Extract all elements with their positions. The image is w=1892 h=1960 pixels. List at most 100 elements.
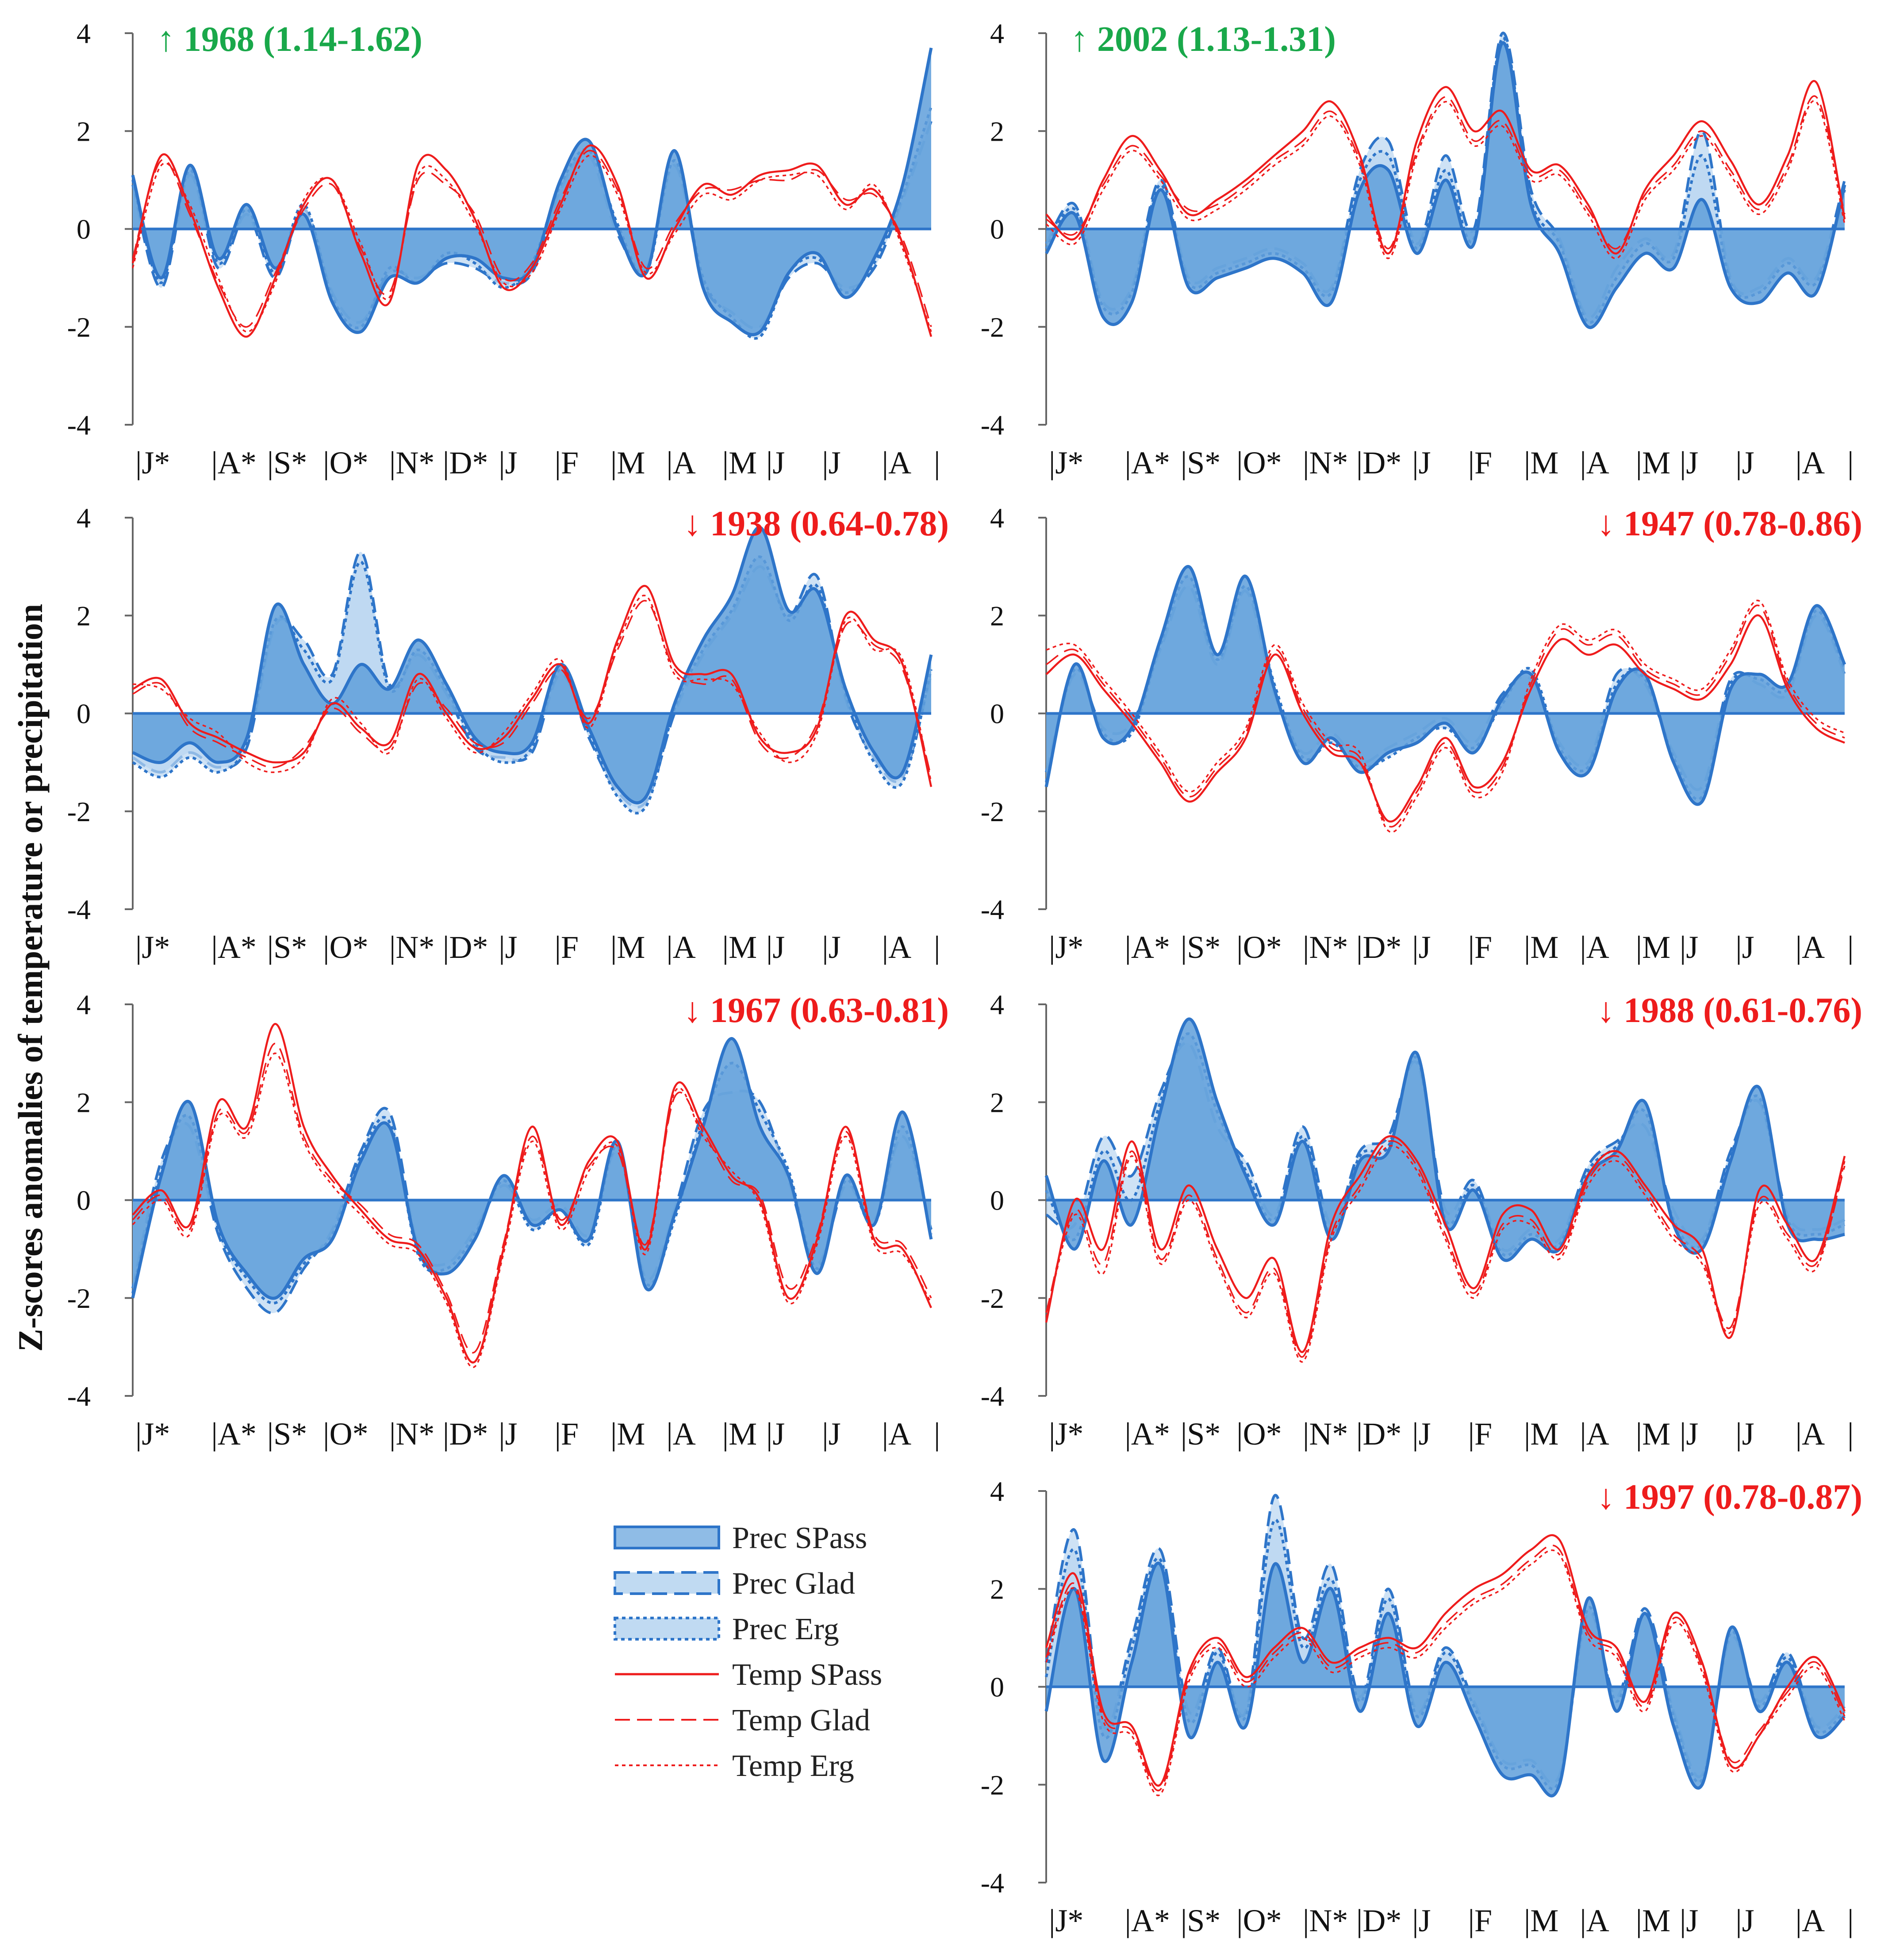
series-line-temp-glad	[132, 600, 932, 777]
x-month-label: |M	[1636, 445, 1670, 480]
chart-title: ↑ 2002 (1.13-1.31)	[1071, 20, 1336, 59]
x-month-label: |N*	[1303, 445, 1348, 480]
x-month-label: |A	[666, 445, 695, 480]
x-month-label: |M	[722, 445, 757, 480]
x-month-label: |J*	[1049, 930, 1083, 965]
x-month-label: |A	[1796, 930, 1825, 965]
x-month-label: |S*	[1181, 1903, 1220, 1938]
x-month-label: |M	[1636, 1903, 1670, 1938]
y-tick-label: -4	[67, 1380, 91, 1412]
series-area-prec-spass	[133, 527, 931, 803]
x-month-label: |J	[499, 445, 517, 480]
x-month-label: |J*	[135, 445, 170, 480]
x-month-label: |M	[722, 1416, 757, 1452]
y-tick-label: -4	[67, 894, 91, 925]
chart-panels: 420-2-4|J* |A* |S* |O* |N* |D* |J |F |M |A |M |J |J |…	[67, 18, 1862, 1938]
x-month-label: |J	[1412, 1903, 1431, 1938]
chart-panel-4: 4 2 0 -2 -4 |J* |A* |S* |O* |N* |D* |J |F |M |A |M |J |J |…	[981, 502, 1862, 965]
x-month-label: |A	[1796, 1903, 1825, 1938]
x-month-label: |	[1847, 1903, 1854, 1938]
x-month-label: |F	[555, 930, 579, 965]
x-month-label: |M	[1524, 445, 1558, 480]
x-month-label: |S*	[267, 930, 307, 965]
x-month-label: |F	[1468, 1903, 1492, 1938]
x-month-label: |S*	[267, 1416, 307, 1452]
y-tick-label: 2	[77, 600, 91, 631]
x-month-label: |O*	[323, 1416, 368, 1452]
series-line-prec-spass	[131, 1037, 933, 1300]
series-area-prec-spass	[133, 48, 931, 335]
x-month-label: |J*	[1049, 1903, 1083, 1938]
series-line-temp-glad	[1046, 604, 1845, 828]
x-month-label: |J*	[135, 930, 170, 965]
x-month-label: |A*	[211, 1416, 256, 1452]
x-month-label: |J	[1412, 445, 1431, 480]
y-tick-label: 4	[77, 18, 91, 49]
series-area-prec-spass	[1046, 566, 1845, 805]
series-line-temp-erg	[1045, 100, 1846, 259]
x-month-label: |A*	[1124, 1903, 1170, 1938]
series-line-prec-spass	[131, 47, 933, 336]
x-month-label: |A	[882, 1416, 911, 1452]
x-month-label: |N*	[1303, 930, 1348, 965]
x-month-label: |A	[882, 445, 911, 480]
x-month-label: |J	[1735, 930, 1754, 965]
series-line-prec-spass	[132, 526, 933, 804]
series-line-temp-spass	[1045, 1135, 1846, 1353]
x-month-label: |A*	[1124, 930, 1170, 965]
y-tick-label: 2	[990, 1087, 1004, 1118]
y-tick-label: 2	[990, 1573, 1004, 1605]
x-month-label: |M	[722, 930, 757, 965]
x-month-label: |O*	[1236, 930, 1282, 965]
legend-item-temp-glad: Temp Glad	[615, 1703, 870, 1737]
y-tick-label: 4	[990, 1476, 1004, 1507]
x-month-label: |M	[1636, 930, 1670, 965]
chart-panel-2: 4 2 0 -2 -4 |J* |A* |S* |O* |N* |D* |J |F |M |A |M |J |J |…	[981, 18, 1854, 480]
x-month-label: |F	[555, 445, 579, 480]
y-tick-label: 4	[77, 502, 91, 534]
x-month-label: |A	[1580, 1903, 1609, 1938]
x-month-label: |	[1847, 930, 1854, 965]
y-tick-label: 4	[77, 989, 91, 1020]
legend-item-prec-spass: Prec SPass	[614, 1521, 867, 1555]
legend-label: Prec SPass	[732, 1521, 867, 1555]
chart-title: ↓ 1967 (0.63-0.81)	[683, 991, 949, 1030]
chart-title: ↓ 1947 (0.78-0.86)	[1597, 504, 1862, 543]
series-line-temp-glad	[1045, 1140, 1846, 1358]
x-month-label: |M	[1524, 1903, 1558, 1938]
x-month-label: |	[934, 445, 940, 480]
y-tick-label: -4	[981, 1867, 1004, 1899]
x-month-label: |M	[1636, 1416, 1670, 1452]
y-tick-label: 0	[77, 698, 91, 730]
legend-item-prec-erg: Prec Erg	[614, 1612, 839, 1646]
x-month-label: |	[934, 1416, 940, 1452]
series-line-temp-spass	[131, 144, 933, 338]
x-month-label: |F	[555, 1416, 579, 1452]
x-month-label: |F	[1468, 445, 1492, 480]
x-month-label: |A	[1580, 930, 1609, 965]
series-line-temp-glad	[132, 150, 932, 328]
x-month-label: |J	[1680, 1903, 1698, 1938]
y-axis-label: Z-scores anomalies of temperature or pre…	[11, 604, 50, 1352]
legend-label: Temp SPass	[732, 1658, 882, 1692]
x-month-label: |M	[610, 930, 645, 965]
x-month-label: |N*	[389, 1416, 434, 1452]
x-month-label: |A	[1580, 445, 1609, 480]
x-month-label: |J	[1412, 930, 1431, 965]
x-month-label: |O*	[1236, 1903, 1282, 1938]
x-month-label: |M	[1524, 1416, 1558, 1452]
x-month-label: |O*	[323, 930, 368, 965]
y-tick-label: -2	[981, 311, 1004, 343]
series-line-temp-spass	[1045, 80, 1846, 255]
x-month-label: |A	[666, 1416, 695, 1452]
x-month-label: |A	[1580, 1416, 1609, 1452]
x-month-label: |A*	[211, 930, 256, 965]
series-line-temp-spass	[132, 1023, 933, 1364]
series-line-temp-spass	[1045, 1534, 1846, 1787]
series-line-prec-spass	[1044, 1561, 1846, 1798]
x-month-label: |N*	[1303, 1903, 1348, 1938]
x-month-label: |J	[1735, 445, 1754, 480]
x-month-label: |J	[1412, 1416, 1431, 1452]
x-month-label: |A	[1796, 1416, 1825, 1452]
